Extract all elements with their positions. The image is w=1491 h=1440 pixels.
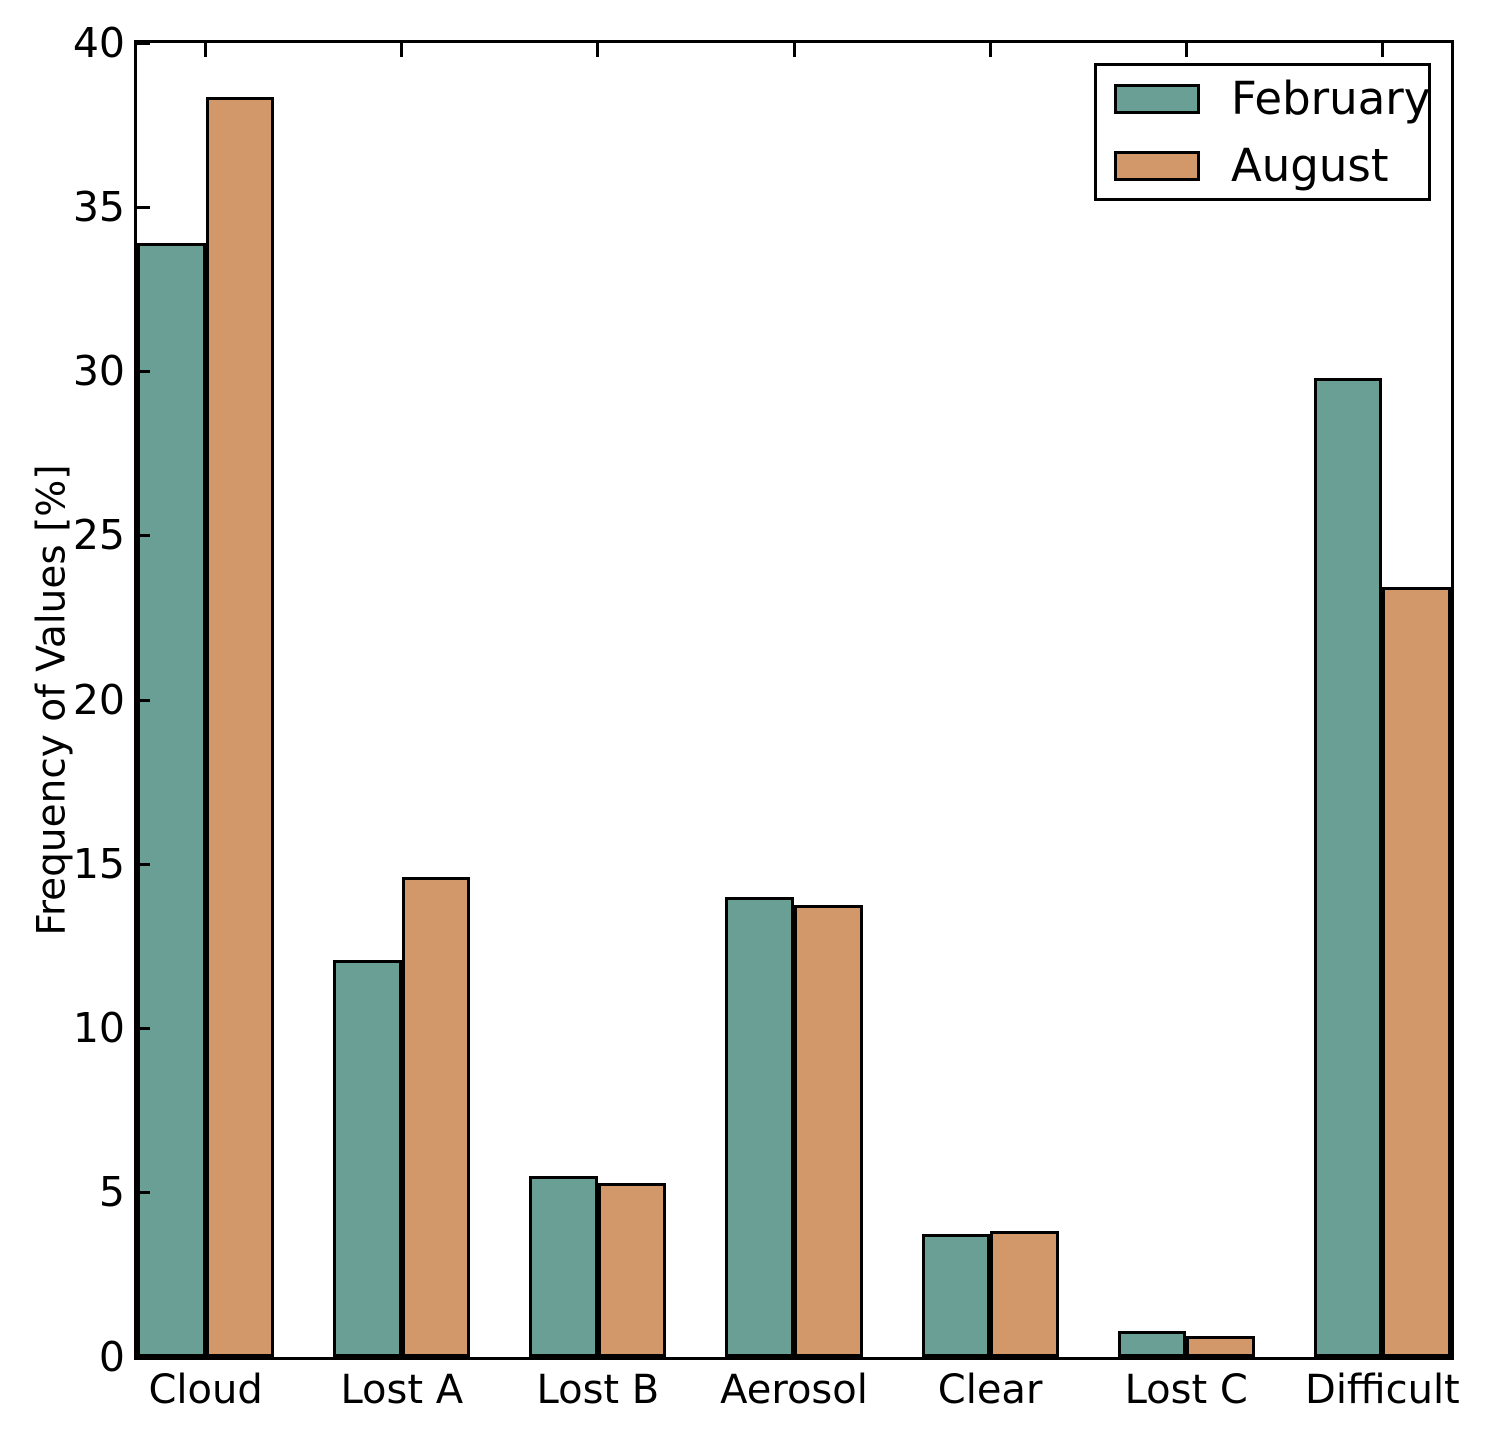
y-tick-label: 5 <box>98 1168 125 1217</box>
bar-february-clear <box>921 1234 991 1357</box>
y-tick <box>137 862 150 866</box>
bar-august-lost-a <box>401 877 471 1357</box>
bar-february-lost-b <box>529 1176 598 1357</box>
y-tick <box>137 370 150 373</box>
x-tick <box>1380 43 1384 57</box>
legend-swatch-february <box>1114 83 1200 114</box>
y-tick-label: 35 <box>72 182 125 231</box>
legend-item-february: February <box>1114 72 1431 125</box>
x-tick-label: Clear <box>937 1367 1043 1413</box>
y-tick <box>137 41 150 45</box>
plot-area <box>134 40 1454 1360</box>
x-tick-label: Lost B <box>536 1367 660 1413</box>
y-tick-label: 10 <box>72 1004 125 1052</box>
x-tick-label: Difficult <box>1305 1367 1460 1413</box>
x-tick <box>596 43 600 57</box>
bar-february-cloud <box>137 243 206 1357</box>
x-tick-label: Aerosol <box>720 1367 868 1413</box>
y-tick <box>137 1027 150 1030</box>
x-tick <box>400 43 404 57</box>
bar-august-clear <box>990 1231 1059 1357</box>
y-tick <box>137 1355 150 1359</box>
y-tick <box>137 534 150 538</box>
x-tick <box>204 43 208 57</box>
bar-august-aerosol <box>794 905 863 1357</box>
legend-label-august: August <box>1231 139 1389 192</box>
y-tick-label: 25 <box>72 511 125 560</box>
bar-february-aerosol <box>725 897 794 1357</box>
y-tick-label: 30 <box>72 347 125 395</box>
y-tick-label: 0 <box>98 1332 125 1381</box>
x-tick-label: Lost C <box>1124 1367 1248 1413</box>
legend-item-august: August <box>1114 139 1428 192</box>
bar-february-lost-c <box>1117 1331 1187 1357</box>
x-tick-label: Cloud <box>148 1367 263 1413</box>
legend-label-february: February <box>1231 72 1431 125</box>
legend-swatch-august <box>1114 150 1200 181</box>
x-tick <box>988 43 992 57</box>
y-tick <box>137 1191 150 1195</box>
y-tick <box>137 698 150 702</box>
bar-february-lost-a <box>333 960 402 1357</box>
y-tick-label: 20 <box>72 675 125 724</box>
bar-february-difficult <box>1313 378 1383 1357</box>
x-tick <box>792 43 796 57</box>
x-tick-label: Lost A <box>340 1367 464 1413</box>
y-tick-label: 15 <box>72 839 125 888</box>
y-tick-label: 40 <box>72 18 125 67</box>
bar-august-lost-b <box>597 1183 667 1357</box>
x-tick <box>1184 43 1188 57</box>
bar-august-lost-c <box>1186 1336 1255 1357</box>
bar-august-cloud <box>205 97 275 1357</box>
legend: February August <box>1094 63 1431 201</box>
bar-august-difficult <box>1382 587 1451 1357</box>
y-tick <box>137 205 150 209</box>
